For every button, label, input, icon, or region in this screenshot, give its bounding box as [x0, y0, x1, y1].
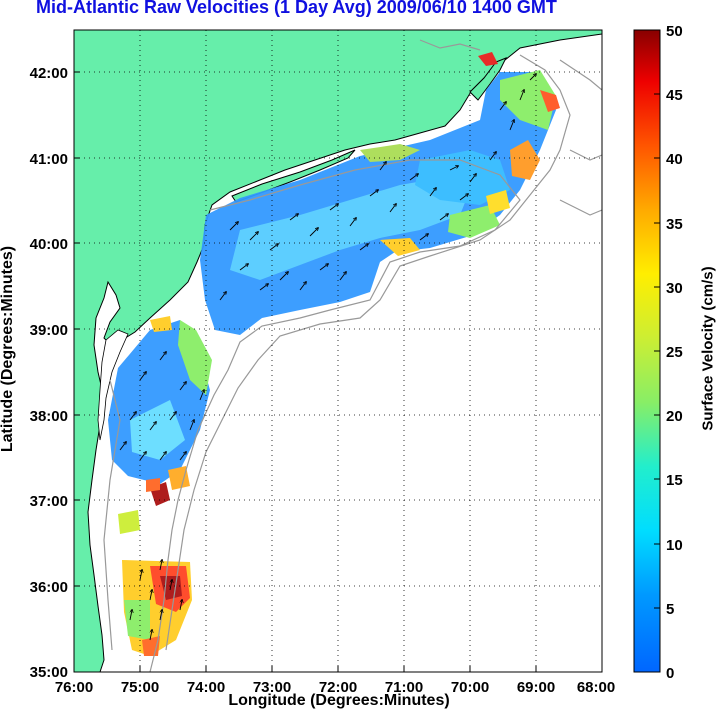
colorbar-tick-label: 30 [666, 280, 683, 297]
x-tick-label: 73:00 [253, 679, 291, 696]
x-tick-label: 69:00 [517, 679, 555, 696]
chart-title: Mid-Atlantic Raw Velocities (1 Day Avg) … [36, 0, 557, 17]
colorbar-ticks [654, 29, 660, 609]
x-tick-labels: 76:00 75:00 74:00 73:00 72:00 71:00 70:0… [55, 679, 615, 696]
x-tick-label: 75:00 [121, 679, 159, 696]
colorbar-tick-labels: 50 45 40 35 30 25 20 15 10 5 0 [666, 23, 683, 682]
x-tick-label: 70:00 [451, 679, 489, 696]
x-axis-label: Longitude (Degrees:Minutes) [228, 692, 450, 709]
x-tick-label: 72:00 [319, 679, 357, 696]
y-tick-label: 38:00 [30, 408, 68, 425]
y-axis-label: Latitude (Degrees:Minutes) [0, 245, 16, 453]
velocity-arrows [119, 74, 536, 641]
velocity-field [108, 52, 560, 656]
colorbar-tick-label: 20 [666, 408, 683, 425]
y-tick-label: 40:00 [30, 236, 68, 253]
tick-marks [74, 71, 537, 672]
colorbar-tick-label: 50 [666, 23, 683, 40]
colorbar-tick-label: 15 [666, 472, 683, 489]
colorbar-tick-label: 10 [666, 537, 683, 554]
y-tick-label: 36:00 [30, 579, 68, 596]
x-tick-label: 68:00 [577, 679, 615, 696]
colorbar-label: Surface Velocity (cm/s) [699, 266, 717, 431]
y-tick-label: 41:00 [30, 151, 68, 168]
x-tick-label: 71:00 [385, 679, 423, 696]
colorbar-tick-label: 5 [666, 601, 674, 618]
y-tick-label: 35:00 [30, 664, 68, 681]
colorbar-tick-label: 45 [666, 87, 683, 104]
y-tick-label: 37:00 [30, 493, 68, 510]
bay [97, 329, 129, 441]
x-tick-label: 74:00 [187, 679, 225, 696]
x-tick-label: 76:00 [55, 679, 93, 696]
y-tick-label: 39:00 [30, 322, 68, 339]
colorbar-tick-label: 35 [666, 216, 683, 233]
y-tick-label: 42:00 [30, 65, 68, 82]
cape-cod [469, 57, 508, 101]
grid-lines [74, 30, 602, 672]
bathymetry-contours [103, 39, 602, 672]
y-tick-labels: 42:00 41:00 40:00 39:00 38:00 37:00 36:0… [30, 65, 68, 681]
colorbar-tick-label: 40 [666, 151, 683, 168]
colorbar-tick-label: 0 [666, 665, 674, 682]
colorbar-tick-label: 25 [666, 344, 683, 361]
